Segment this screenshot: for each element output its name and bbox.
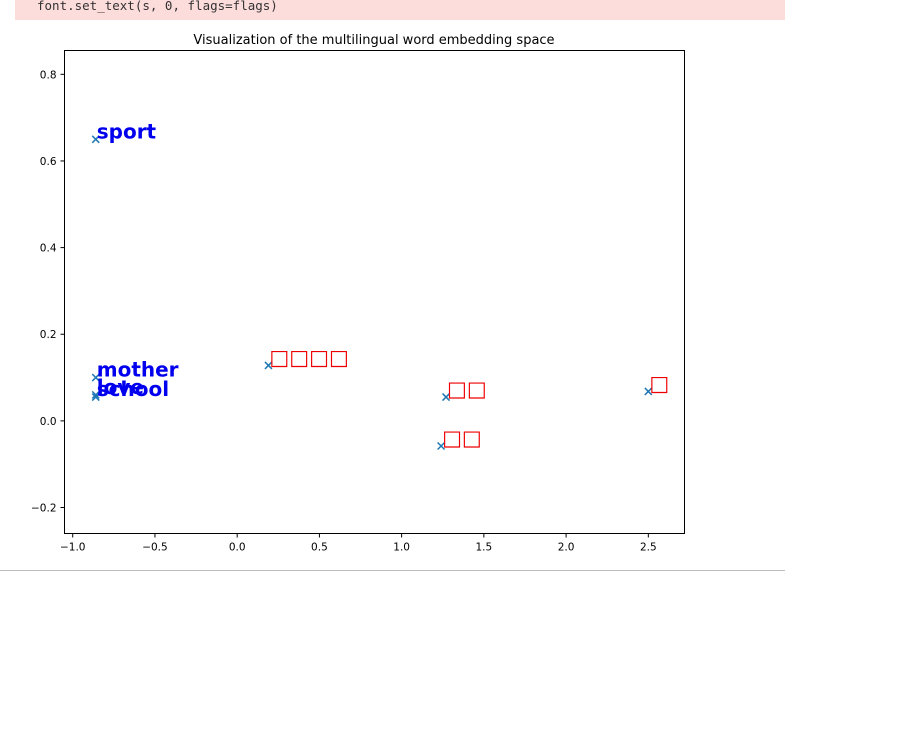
stderr-code-line: font.set_text(s, 0, flags=flags): [37, 0, 278, 13]
scatter-chart: Visualization of the multilingual word e…: [31, 33, 685, 554]
point-label: □□: [442, 426, 482, 450]
point-label: school: [97, 377, 169, 401]
y-axis: −0.2 0.0 0.2 0.4 0.6 0.8: [31, 69, 65, 515]
chart-title: Visualization of the multilingual word e…: [193, 33, 554, 48]
point-marker: [91, 390, 100, 399]
point-label: □□: [447, 377, 487, 401]
stderr-output: font.set_text(s, 0, flags=flags): [15, 0, 785, 20]
y-tick-label: 0.0: [40, 416, 57, 428]
point-label: □□□□: [269, 345, 348, 369]
point-label: love: [97, 375, 144, 399]
plot-area: [64, 50, 685, 534]
y-tick-label: 0.8: [40, 69, 57, 81]
point-label: sport: [97, 119, 157, 143]
x-tick-label: 1.5: [476, 542, 493, 554]
y-tick-label: 0.2: [40, 329, 57, 341]
point-marker: [437, 441, 446, 451]
x-tick-label: 0.5: [311, 542, 328, 554]
x-tick-label: −0.5: [142, 542, 168, 554]
x-tick-label: −1.0: [60, 542, 86, 554]
point-marker: [442, 393, 451, 402]
x-tick-label: 2.0: [558, 542, 575, 554]
x-tick-label: 2.5: [640, 542, 657, 554]
y-tick-label: −0.2: [31, 503, 57, 515]
cell-divider: [0, 570, 785, 571]
point-label: mother: [97, 358, 179, 382]
point-marker: [91, 135, 100, 144]
point-marker: [644, 387, 653, 396]
point-marker: [91, 393, 100, 402]
point-label: □: [649, 371, 669, 395]
point-marker: [264, 361, 273, 370]
x-tick-label: 0.0: [229, 542, 246, 554]
y-tick-label: 0.4: [40, 243, 57, 255]
point-marker: [91, 373, 100, 382]
x-tick-label: 1.0: [393, 542, 410, 554]
y-tick-label: 0.6: [40, 156, 57, 168]
x-axis: −1.0 −0.5 0.0 0.5 1.0 1.5 2.0 2.5: [60, 533, 657, 554]
